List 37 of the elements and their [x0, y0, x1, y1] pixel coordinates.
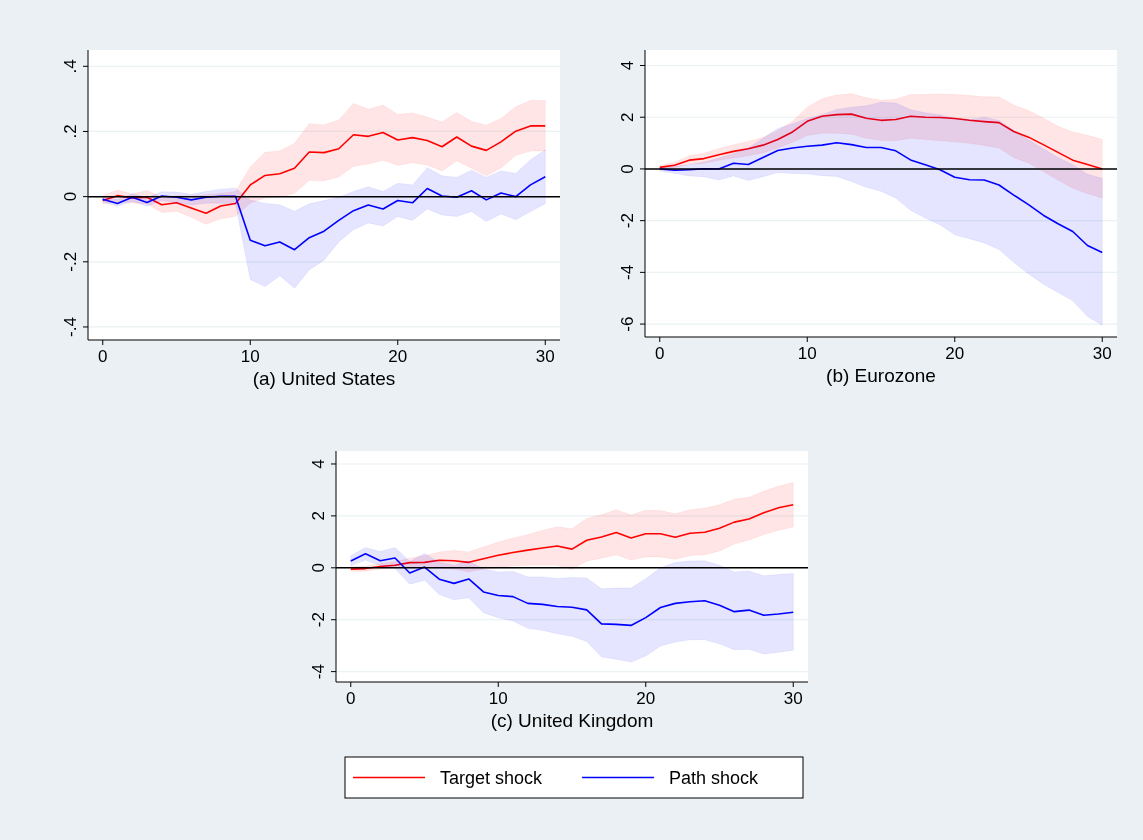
y-tick-label: .4 — [61, 59, 80, 74]
x-axis-title: (c) United Kingdom — [490, 710, 654, 731]
x-tick-label: 10 — [797, 344, 817, 363]
line-series — [101, 125, 547, 215]
y-tick-label: 4 — [309, 459, 328, 469]
x-tick-label: 0 — [98, 347, 108, 366]
x-tick-label: 20 — [636, 689, 656, 708]
line-series — [349, 552, 795, 627]
x-tick-label: 30 — [535, 347, 555, 366]
x-tick-label: 0 — [346, 689, 356, 708]
y-tick-label: 4 — [618, 60, 637, 71]
x-tick-label: 30 — [1092, 344, 1112, 363]
y-tick-label: 2 — [309, 511, 328, 521]
x-tick-label: 30 — [783, 689, 803, 708]
y-tick-label: -6 — [618, 316, 637, 332]
y-tick-label: 0 — [309, 563, 328, 573]
y-tick-label: -4 — [618, 264, 637, 280]
y-tick-label: -4 — [309, 664, 328, 680]
x-tick-label: 20 — [945, 344, 965, 363]
line-series — [349, 503, 795, 570]
y-tick-label: 2 — [618, 112, 637, 122]
legend-label: Target shock — [440, 767, 544, 788]
y-tick-label: -2 — [618, 213, 637, 229]
y-tick-label: 0 — [61, 191, 80, 202]
line-series — [101, 175, 547, 251]
y-tick-label: .2 — [61, 124, 80, 139]
y-tick-label: -.2 — [61, 251, 80, 272]
x-tick-label: 20 — [388, 347, 408, 366]
y-tick-label: 0 — [618, 164, 637, 174]
x-axis-title: (a) United States — [252, 368, 396, 389]
y-tick-label: -2 — [309, 612, 328, 628]
legend-label: Path shock — [669, 767, 760, 788]
x-tick-label: 10 — [240, 347, 260, 366]
x-tick-label: 0 — [655, 344, 665, 363]
y-tick-label: -.4 — [61, 317, 80, 337]
x-tick-label: 10 — [488, 689, 508, 708]
x-axis-title: (b) Eurozone — [826, 365, 936, 386]
